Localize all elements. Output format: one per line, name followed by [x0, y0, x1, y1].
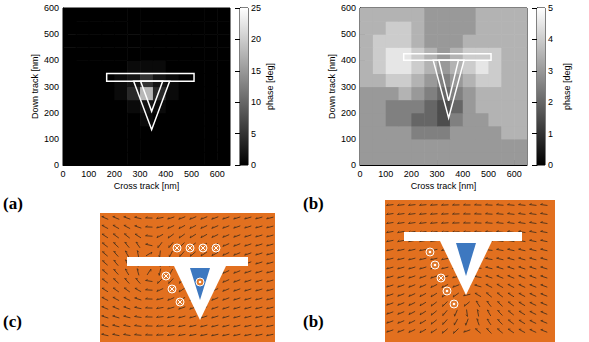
html-text:(c): (c) [3, 312, 22, 331]
svg-text:400: 400 [455, 169, 470, 179]
svg-text:600: 600 [44, 3, 59, 13]
svg-text:15: 15 [251, 66, 261, 76]
svg-text:500: 500 [44, 29, 59, 39]
svg-text:phase [deg]: phase [deg] [562, 63, 572, 110]
svg-text:1: 1 [548, 129, 553, 139]
svg-text:100: 100 [81, 169, 96, 179]
svg-text:Cross track [nm]: Cross track [nm] [411, 181, 477, 191]
svg-text:0: 0 [54, 160, 59, 170]
svg-text:100: 100 [341, 134, 356, 144]
svg-text:2: 2 [548, 97, 553, 107]
svg-text:400: 400 [44, 55, 59, 65]
svg-text:300: 300 [133, 169, 148, 179]
svg-text:0: 0 [357, 169, 362, 179]
svg-text:500: 500 [341, 29, 356, 39]
html-text:(b): (b) [303, 312, 324, 331]
svg-text:0: 0 [60, 169, 65, 179]
svg-text:0: 0 [548, 160, 553, 170]
svg-text:3: 3 [548, 66, 553, 76]
svg-text:200: 200 [341, 108, 356, 118]
svg-text:20: 20 [251, 34, 261, 44]
svg-text:300: 300 [430, 169, 445, 179]
svg-text:300: 300 [44, 82, 59, 92]
svg-text:300: 300 [341, 82, 356, 92]
svg-text:500: 500 [184, 169, 199, 179]
html-text:(b): (b) [303, 194, 324, 213]
svg-text:100: 100 [378, 169, 393, 179]
svg-text:phase [deg]: phase [deg] [265, 63, 275, 110]
svg-text:0: 0 [251, 160, 256, 170]
svg-text:200: 200 [404, 169, 419, 179]
svg-text:5: 5 [548, 3, 553, 13]
svg-text:10: 10 [251, 97, 261, 107]
svg-text:Down track [nm]: Down track [nm] [327, 54, 337, 119]
svg-text:200: 200 [107, 169, 122, 179]
svg-text:Cross track [nm]: Cross track [nm] [114, 181, 180, 191]
svg-text:500: 500 [481, 169, 496, 179]
svg-text:25: 25 [251, 3, 261, 13]
svg-text:600: 600 [341, 3, 356, 13]
svg-text:5: 5 [251, 129, 256, 139]
html-text:(a): (a) [3, 194, 23, 213]
svg-text:0: 0 [351, 160, 356, 170]
svg-text:600: 600 [507, 169, 522, 179]
svg-text:400: 400 [158, 169, 173, 179]
svg-text:400: 400 [341, 55, 356, 65]
svg-text:100: 100 [44, 134, 59, 144]
svg-text:Down track [nm]: Down track [nm] [30, 54, 40, 119]
svg-text:200: 200 [44, 108, 59, 118]
svg-text:600: 600 [210, 169, 225, 179]
svg-text:4: 4 [548, 34, 553, 44]
